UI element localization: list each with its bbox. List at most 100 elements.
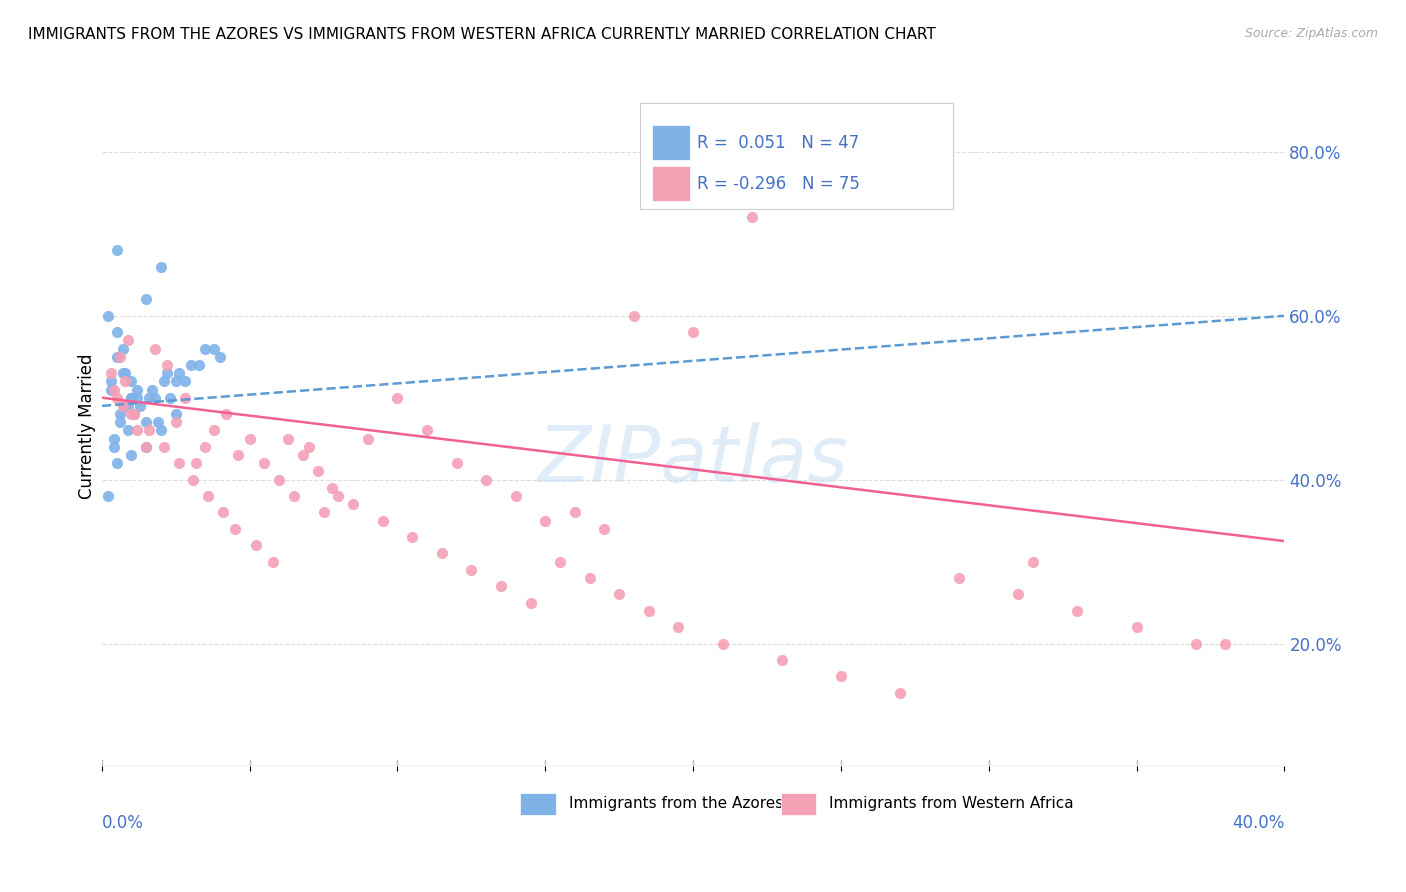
- Point: [105, 325, 128, 339]
- Point: [103, 383, 125, 397]
- Point: [105, 350, 128, 364]
- Point: [124, 407, 146, 421]
- Point: [489, 579, 512, 593]
- Point: [138, 391, 160, 405]
- Point: [153, 374, 176, 388]
- Point: [117, 399, 139, 413]
- Point: [948, 571, 970, 585]
- Point: [321, 481, 343, 495]
- FancyBboxPatch shape: [520, 793, 555, 814]
- Point: [105, 391, 128, 405]
- Point: [262, 555, 284, 569]
- Point: [1213, 636, 1236, 650]
- Text: 40.0%: 40.0%: [1232, 814, 1285, 832]
- Point: [245, 538, 267, 552]
- Text: Immigrants from the Azores: Immigrants from the Azores: [569, 797, 783, 812]
- Point: [111, 399, 134, 413]
- Text: Source: ZipAtlas.com: Source: ZipAtlas.com: [1244, 27, 1378, 40]
- Point: [143, 391, 166, 405]
- Point: [312, 505, 335, 519]
- Point: [159, 391, 181, 405]
- Point: [173, 374, 195, 388]
- Point: [593, 522, 616, 536]
- Point: [253, 456, 276, 470]
- Point: [387, 391, 409, 405]
- Point: [120, 374, 142, 388]
- Point: [277, 432, 299, 446]
- Text: IMMIGRANTS FROM THE AZORES VS IMMIGRANTS FROM WESTERN AFRICA CURRENTLY MARRIED C: IMMIGRANTS FROM THE AZORES VS IMMIGRANTS…: [28, 27, 936, 42]
- Point: [100, 383, 122, 397]
- Point: [100, 366, 122, 380]
- Point: [120, 407, 142, 421]
- Point: [711, 636, 734, 650]
- Point: [623, 309, 645, 323]
- Point: [519, 595, 541, 609]
- Point: [108, 407, 131, 421]
- Point: [194, 342, 217, 356]
- Point: [120, 391, 142, 405]
- Point: [165, 407, 187, 421]
- Point: [117, 424, 139, 438]
- Point: [124, 407, 146, 421]
- Point: [197, 489, 219, 503]
- Point: [127, 391, 149, 405]
- Point: [156, 366, 179, 380]
- Point: [401, 530, 423, 544]
- Point: [188, 358, 211, 372]
- Point: [215, 407, 238, 421]
- Point: [342, 497, 364, 511]
- Point: [578, 571, 600, 585]
- Point: [889, 686, 911, 700]
- FancyBboxPatch shape: [640, 103, 953, 209]
- Y-axis label: Currently Married: Currently Married: [79, 353, 96, 500]
- Point: [741, 211, 763, 225]
- Point: [108, 415, 131, 429]
- Point: [117, 334, 139, 348]
- Point: [141, 383, 163, 397]
- Text: 0.0%: 0.0%: [101, 814, 143, 832]
- Point: [156, 358, 179, 372]
- Point: [153, 440, 176, 454]
- Point: [224, 522, 246, 536]
- Point: [100, 374, 122, 388]
- Point: [564, 505, 586, 519]
- Point: [283, 489, 305, 503]
- Point: [298, 440, 321, 454]
- Point: [291, 448, 314, 462]
- Point: [1022, 555, 1045, 569]
- Point: [173, 391, 195, 405]
- Point: [226, 448, 249, 462]
- Point: [97, 309, 120, 323]
- Text: R = -0.296   N = 75: R = -0.296 N = 75: [697, 175, 859, 193]
- Point: [108, 350, 131, 364]
- Point: [202, 424, 225, 438]
- Point: [129, 399, 152, 413]
- Point: [186, 456, 208, 470]
- Point: [682, 325, 704, 339]
- Point: [97, 489, 120, 503]
- Point: [1184, 636, 1206, 650]
- Point: [180, 358, 202, 372]
- Point: [127, 424, 149, 438]
- Point: [165, 374, 187, 388]
- Point: [120, 448, 142, 462]
- Text: R =  0.051   N = 47: R = 0.051 N = 47: [697, 134, 859, 152]
- Point: [135, 293, 157, 307]
- Text: Immigrants from Western Africa: Immigrants from Western Africa: [830, 797, 1074, 812]
- Point: [307, 465, 329, 479]
- Point: [830, 669, 852, 683]
- Point: [114, 399, 136, 413]
- Point: [114, 374, 136, 388]
- Point: [120, 391, 142, 405]
- Point: [770, 653, 793, 667]
- Point: [416, 424, 439, 438]
- Point: [135, 440, 157, 454]
- Point: [548, 555, 571, 569]
- Point: [666, 620, 689, 634]
- Point: [167, 366, 190, 380]
- Point: [430, 546, 453, 560]
- Point: [239, 432, 262, 446]
- Point: [202, 342, 225, 356]
- Point: [446, 456, 468, 470]
- Point: [371, 514, 394, 528]
